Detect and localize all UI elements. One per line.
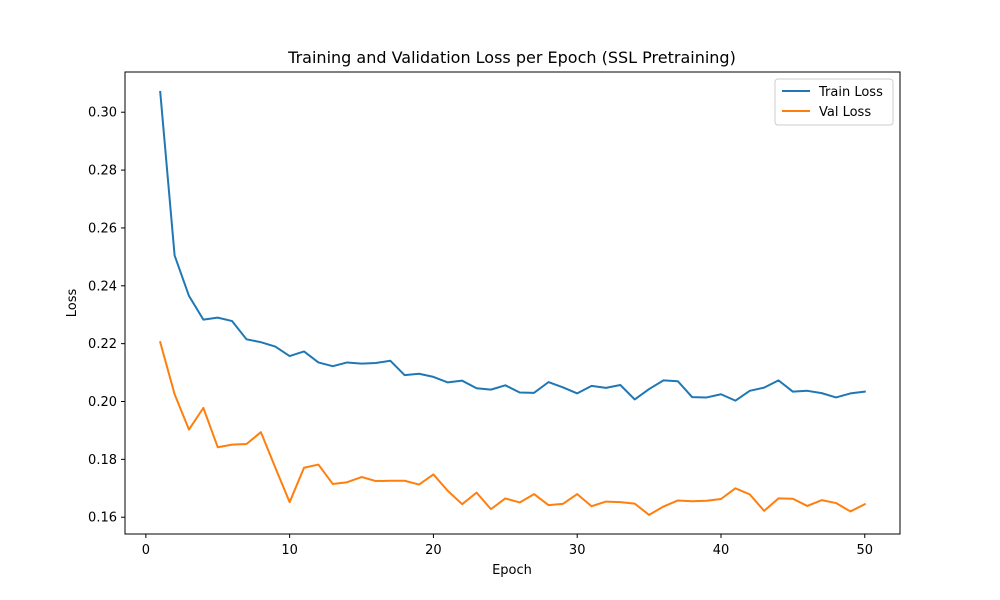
x-axis-title: Epoch xyxy=(492,563,532,578)
y-tick-label: 0.22 xyxy=(88,337,117,352)
legend-label-val-loss: Val Loss xyxy=(819,105,871,120)
plot-area xyxy=(125,72,900,534)
chart-title: Training and Validation Loss per Epoch (… xyxy=(287,48,736,67)
y-axis: 0.16 0.18 0.20 0.22 0.24 0.26 0.28 0.30 xyxy=(88,106,125,526)
x-axis: 0 10 20 30 40 50 xyxy=(142,534,873,558)
series-line-val-loss xyxy=(158,340,867,516)
y-axis-title: Loss xyxy=(65,289,80,318)
legend-label-train-loss: Train Loss xyxy=(818,85,883,100)
series-layer xyxy=(158,90,867,516)
series-line-train-loss xyxy=(159,90,866,402)
y-tick-label: 0.30 xyxy=(88,106,117,121)
legend: Train Loss Val Loss xyxy=(774,78,894,126)
y-tick-label: 0.24 xyxy=(88,279,117,294)
x-tick-label: 10 xyxy=(281,543,298,558)
y-tick-label: 0.28 xyxy=(88,164,117,179)
y-tick-label: 0.18 xyxy=(88,453,117,468)
y-tick-label: 0.26 xyxy=(88,221,117,236)
y-tick-label: 0.20 xyxy=(88,395,117,410)
x-tick-label: 20 xyxy=(425,543,442,558)
x-tick-label: 40 xyxy=(713,543,730,558)
x-tick-label: 0 xyxy=(142,543,150,558)
y-tick-label: 0.16 xyxy=(88,511,117,526)
x-tick-label: 30 xyxy=(569,543,586,558)
x-tick-label: 50 xyxy=(856,543,873,558)
plot-frame xyxy=(124,71,901,535)
